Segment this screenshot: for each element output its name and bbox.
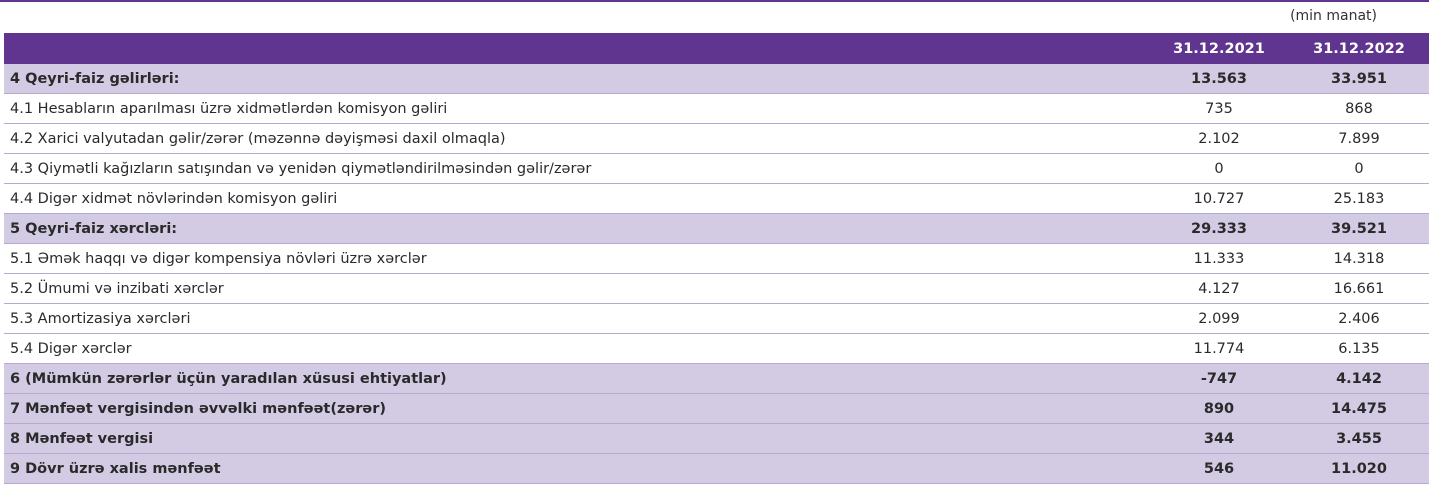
value-2021: 10.727: [1149, 183, 1289, 214]
value-2022: 16.661: [1289, 273, 1429, 304]
table-row: 5.2 Ümumi və inzibati xərclər 4.127 16.661: [4, 273, 1429, 304]
row-label: 4.4 Digər xidmət növlərindən komisyon gə…: [4, 183, 1149, 214]
value-2021: 890: [1149, 393, 1289, 424]
row-label: 5.1 Əmək haqqı və digər kompensiya növlə…: [4, 243, 1149, 274]
value-2022: 7.899: [1289, 123, 1429, 154]
top-rule: [0, 0, 1429, 2]
row-label: 7 Mənfəət vergisindən əvvəlki mənfəət(zə…: [4, 393, 1149, 424]
financial-table: 31.12.2021 31.12.2022 4 Qeyri-faiz gəlir…: [4, 33, 1429, 484]
value-2021: -747: [1149, 363, 1289, 394]
value-2022: 2.406: [1289, 303, 1429, 334]
row-label: 4.3 Qiymətli kağızların satışından və ye…: [4, 153, 1149, 184]
table-row: 4.2 Xarici valyutadan gəlir/zərər (məzən…: [4, 123, 1429, 154]
unit-label: (min manat): [1290, 8, 1377, 24]
table-row: 7 Mənfəət vergisindən əvvəlki mənfəət(zə…: [4, 393, 1429, 424]
value-2022: 33.951: [1289, 64, 1429, 94]
value-2021: 344: [1149, 423, 1289, 454]
header-2021: 31.12.2021: [1149, 33, 1289, 64]
row-label: 4.1 Hesabların aparılması üzrə xidmətlər…: [4, 93, 1149, 124]
table-row: 5.3 Amortizasiya xərcləri 2.099 2.406: [4, 303, 1429, 334]
table-row: 9 Dövr üzrə xalis mənfəət 546 11.020: [4, 453, 1429, 484]
value-2022: 14.475: [1289, 393, 1429, 424]
row-label: 4 Qeyri-faiz gəlirləri:: [4, 64, 1149, 94]
header-row: 31.12.2021 31.12.2022: [4, 33, 1429, 64]
table-row: 4 Qeyri-faiz gəlirləri: 13.563 33.951: [4, 64, 1429, 94]
row-label: 5.2 Ümumi və inzibati xərclər: [4, 273, 1149, 304]
value-2022: 0: [1289, 153, 1429, 184]
value-2021: 4.127: [1149, 273, 1289, 304]
value-2021: 735: [1149, 93, 1289, 124]
row-label: 6 (Mümkün zərərlər üçün yaradılan xüsusi…: [4, 363, 1149, 394]
row-label: 9 Dövr üzrə xalis mənfəət: [4, 453, 1149, 484]
header-label-cell: [4, 33, 1149, 64]
table-row: 5 Qeyri-faiz xərcləri: 29.333 39.521: [4, 213, 1429, 244]
value-2021: 29.333: [1149, 213, 1289, 244]
value-2022: 14.318: [1289, 243, 1429, 274]
value-2022: 4.142: [1289, 363, 1429, 394]
row-label: 5.4 Digər xərclər: [4, 333, 1149, 364]
value-2022: 11.020: [1289, 453, 1429, 484]
table-row: 5.1 Əmək haqqı və digər kompensiya növlə…: [4, 243, 1429, 274]
value-2022: 868: [1289, 93, 1429, 124]
table-row: 4.4 Digər xidmət növlərindən komisyon gə…: [4, 183, 1429, 214]
table-row: 4.1 Hesabların aparılması üzrə xidmətlər…: [4, 93, 1429, 124]
row-label: 5 Qeyri-faiz xərcləri:: [4, 213, 1149, 244]
value-2022: 39.521: [1289, 213, 1429, 244]
row-label: 5.3 Amortizasiya xərcləri: [4, 303, 1149, 334]
value-2021: 2.099: [1149, 303, 1289, 334]
table-row: 6 (Mümkün zərərlər üçün yaradılan xüsusi…: [4, 363, 1429, 394]
value-2021: 13.563: [1149, 64, 1289, 94]
header-2022: 31.12.2022: [1289, 33, 1429, 64]
value-2022: 25.183: [1289, 183, 1429, 214]
value-2021: 2.102: [1149, 123, 1289, 154]
value-2022: 3.455: [1289, 423, 1429, 454]
value-2021: 11.333: [1149, 243, 1289, 274]
table-row: 4.3 Qiymətli kağızların satışından və ye…: [4, 153, 1429, 184]
table-row: 5.4 Digər xərclər 11.774 6.135: [4, 333, 1429, 364]
value-2021: 546: [1149, 453, 1289, 484]
value-2021: 0: [1149, 153, 1289, 184]
row-label: 8 Mənfəət vergisi: [4, 423, 1149, 454]
value-2021: 11.774: [1149, 333, 1289, 364]
row-label: 4.2 Xarici valyutadan gəlir/zərər (məzən…: [4, 123, 1149, 154]
table-row: 8 Mənfəət vergisi 344 3.455: [4, 423, 1429, 454]
value-2022: 6.135: [1289, 333, 1429, 364]
